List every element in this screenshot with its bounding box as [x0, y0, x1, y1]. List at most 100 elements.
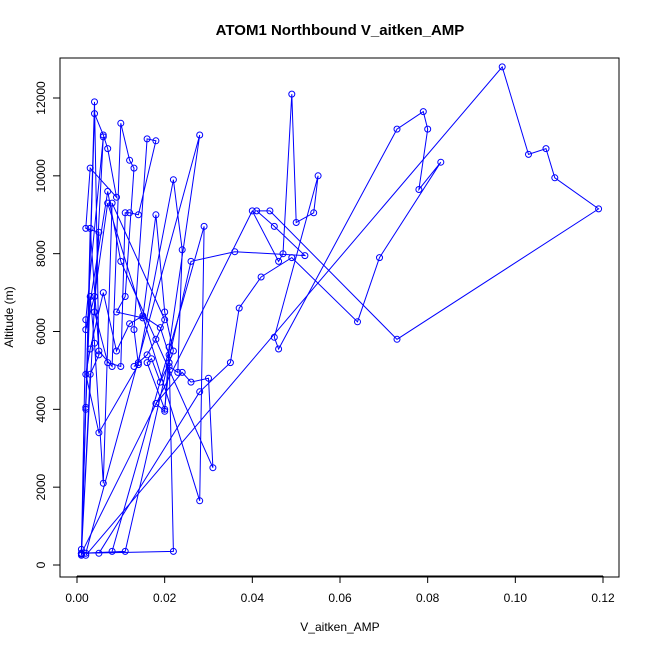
data-point — [130, 326, 138, 334]
data-point — [82, 326, 90, 334]
data-point — [86, 164, 94, 172]
series-layer — [77, 63, 603, 559]
data-point — [130, 164, 138, 172]
data-point — [99, 131, 107, 139]
y-tick-label: 12000 — [34, 81, 48, 115]
data-point — [248, 207, 256, 215]
data-point — [196, 497, 204, 505]
data-point — [424, 125, 432, 133]
y-tick-label: 8000 — [34, 240, 48, 267]
x-tick-label: 0.12 — [591, 591, 615, 605]
data-point — [104, 359, 112, 367]
data-point — [419, 108, 427, 116]
data-point — [104, 187, 112, 195]
data-point — [542, 145, 550, 153]
data-point — [77, 549, 85, 557]
data-point — [152, 211, 160, 219]
data-point — [143, 359, 151, 367]
x-tick-label: 0.06 — [328, 591, 352, 605]
data-point — [275, 257, 283, 265]
series-4 — [77, 90, 445, 557]
data-point — [525, 150, 532, 158]
data-point — [200, 222, 208, 230]
x-tick-label: 0.00 — [65, 591, 89, 605]
data-point — [205, 374, 212, 382]
series-line — [80, 94, 442, 554]
y-axis: 0 2000 4000 6000 8000 10000 12000 — [34, 81, 61, 568]
data-point — [91, 98, 98, 106]
data-point — [86, 345, 94, 353]
data-point — [169, 547, 177, 555]
data-point — [292, 219, 300, 226]
data-point — [113, 193, 120, 201]
chart-title: ATOM1 Northbound V_aitken_AMP — [216, 22, 465, 39]
x-axis-label: V_aitken_AMP — [300, 620, 379, 634]
data-point — [231, 248, 239, 256]
data-point — [314, 172, 322, 180]
data-point — [143, 135, 151, 143]
data-point — [95, 347, 103, 355]
data-point — [270, 222, 278, 230]
data-point — [393, 335, 401, 343]
data-point — [279, 250, 287, 258]
data-point — [595, 205, 603, 213]
data-point — [126, 320, 134, 328]
y-tick-label: 0 — [34, 561, 48, 568]
data-point — [91, 293, 98, 300]
y-axis-label: Altitude (m) — [2, 286, 16, 347]
data-point — [95, 429, 103, 437]
data-point — [310, 209, 318, 217]
data-point — [196, 388, 204, 396]
series-3 — [82, 131, 217, 557]
data-point — [121, 293, 129, 300]
data-point — [253, 207, 261, 215]
data-point — [91, 308, 98, 316]
series-line — [81, 65, 600, 556]
series-5 — [77, 63, 603, 559]
data-point — [95, 351, 103, 359]
data-point — [117, 119, 125, 127]
data-point — [113, 347, 120, 355]
data-point — [99, 479, 107, 487]
data-point — [275, 345, 283, 353]
data-point — [117, 257, 125, 265]
data-point — [121, 547, 129, 555]
data-point — [437, 158, 445, 166]
x-tick-label: 0.08 — [416, 591, 440, 605]
data-point — [108, 199, 116, 207]
data-point — [104, 199, 112, 207]
data-point — [169, 176, 177, 184]
x-tick-label: 0.10 — [504, 591, 528, 605]
data-point — [113, 308, 120, 316]
x-axis: 0.00 0.02 0.04 0.06 0.08 0.10 0.12 — [65, 575, 615, 605]
data-point — [126, 209, 134, 217]
data-point — [95, 228, 103, 236]
data-point — [226, 359, 234, 367]
data-point — [393, 125, 401, 133]
data-point — [143, 351, 151, 359]
data-point — [134, 211, 142, 219]
data-point — [165, 343, 173, 351]
series-1 — [77, 98, 186, 559]
data-point — [551, 174, 559, 182]
data-point — [126, 156, 134, 164]
data-point — [498, 63, 506, 71]
data-point — [209, 464, 217, 472]
data-point — [266, 207, 274, 215]
data-point — [152, 335, 160, 343]
data-point — [174, 368, 182, 376]
data-point — [99, 289, 107, 297]
data-point — [95, 549, 103, 557]
data-point — [415, 186, 423, 193]
data-point — [82, 370, 90, 378]
data-point — [82, 551, 90, 559]
data-point — [104, 145, 112, 153]
data-point — [152, 137, 160, 145]
series-line — [80, 101, 183, 556]
data-point — [161, 407, 169, 415]
data-point — [235, 304, 243, 312]
y-tick-label: 4000 — [34, 396, 48, 423]
data-point — [178, 368, 186, 376]
series-line — [80, 113, 174, 555]
data-point — [121, 209, 129, 217]
